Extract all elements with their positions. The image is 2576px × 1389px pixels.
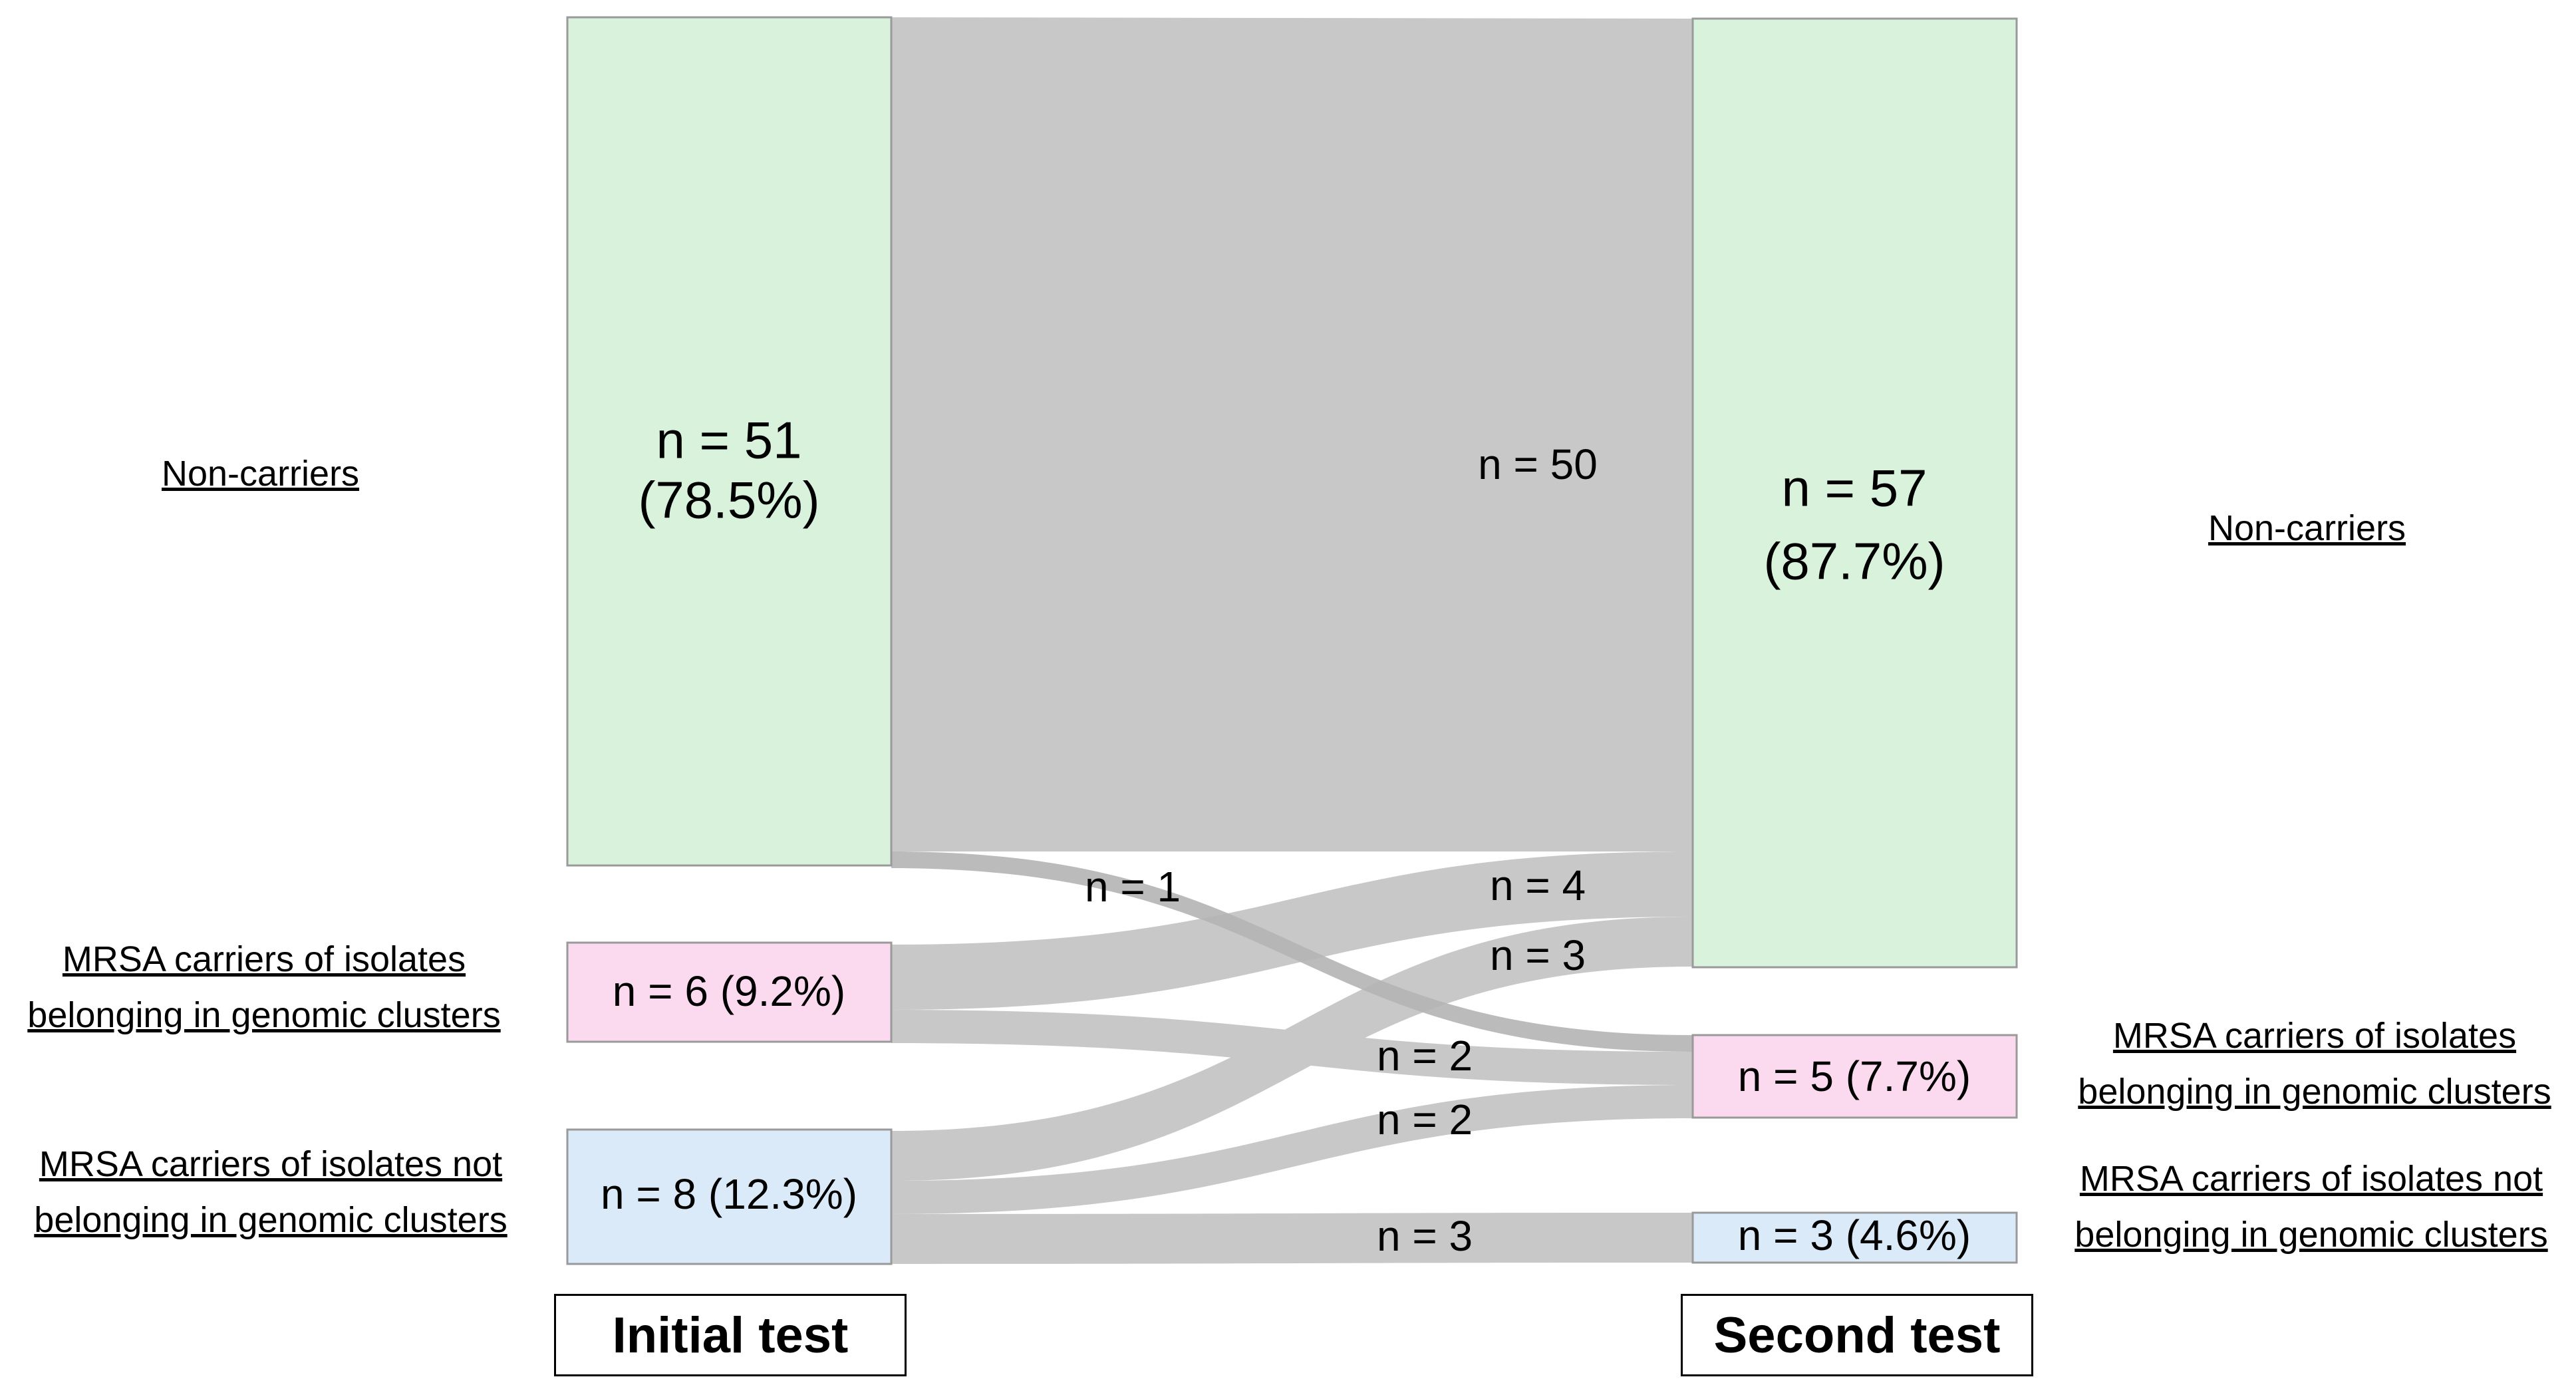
stage-initial-text: Initial test [612, 1307, 849, 1364]
right-label-cluster: MRSA carriers of isolates belonging in g… [2059, 1008, 2571, 1120]
right-non-carriers-text: Non-carriers [2208, 508, 2406, 548]
initial-cluster-count: n = 6 (9.2%) [613, 967, 845, 1015]
node-second-not-cluster [1691, 1211, 2018, 1264]
flow-cluster-to-non [891, 851, 1693, 1010]
stage-initial-test: Initial test [554, 1294, 907, 1376]
left-not-cluster-line2: belonging in genomic clusters [34, 1200, 507, 1240]
node-second-cluster [1691, 1034, 2018, 1119]
left-cluster-line1: MRSA carriers of isolates [62, 939, 466, 979]
flow-non-to-cluster [891, 851, 1693, 1052]
flow-label-non-to-non: n = 50 [1478, 440, 1598, 488]
flow-label-cluster-to-cluster: n = 2 [1377, 1032, 1473, 1080]
left-not-cluster-line1: MRSA carriers of isolates not [39, 1144, 503, 1184]
flow-label-cluster-to-non: n = 4 [1490, 861, 1586, 909]
second-non-count: n = 57 [1781, 459, 1927, 518]
stage-second-test: Second test [1681, 1294, 2033, 1376]
node-initial-non-carriers [566, 16, 893, 867]
left-label-cluster: MRSA carriers of isolates belonging in g… [8, 931, 520, 1043]
initial-non-percent: (78.5%) [638, 471, 819, 530]
flow-not-cluster-to-not-cluster [891, 1213, 1693, 1264]
flow-label-not-cluster-to-non: n = 3 [1490, 931, 1586, 979]
node-second-non-carriers [1691, 17, 2018, 969]
flow-label-not-cluster-to-not-cluster: n = 3 [1377, 1212, 1473, 1260]
initial-not-cluster-count: n = 8 (12.3%) [601, 1170, 857, 1218]
flow-labels: n = 50 n = 1 n = 4 n = 3 n = 2 n = 2 n =… [1085, 440, 1598, 1260]
left-cluster-line2: belonging in genomic clusters [27, 995, 501, 1035]
left-label-non-carriers: Non-carriers [162, 446, 359, 502]
flow-not-cluster-to-cluster [891, 1085, 1693, 1214]
left-label-not-cluster: MRSA carriers of isolates not belonging … [8, 1136, 533, 1248]
second-not-cluster-count: n = 3 (4.6%) [1738, 1211, 1971, 1259]
flow-non-to-non [891, 17, 1693, 851]
second-cluster-count: n = 5 (7.7%) [1738, 1052, 1971, 1100]
node-initial-not-cluster [566, 1128, 893, 1265]
right-label-non-carriers: Non-carriers [2208, 500, 2406, 556]
second-non-percent: (87.7%) [1763, 532, 1945, 591]
node-initial-cluster [566, 941, 893, 1043]
right-label-not-cluster: MRSA carriers of isolates not belonging … [2052, 1151, 2571, 1263]
node-labels: n = 51 (78.5%) n = 6 (9.2%) n = 8 (12.3%… [601, 411, 1971, 1259]
left-non-carriers-text: Non-carriers [162, 454, 360, 494]
nodes [566, 16, 2018, 1265]
flow-cluster-to-cluster [891, 1010, 1693, 1085]
right-not-cluster-line1: MRSA carriers of isolates not [2079, 1159, 2543, 1199]
right-cluster-line2: belonging in genomic clusters [2078, 1072, 2551, 1112]
stage-second-text: Second test [1713, 1307, 2001, 1364]
right-not-cluster-line2: belonging in genomic clusters [2075, 1215, 2548, 1255]
right-cluster-line1: MRSA carriers of isolates [2112, 1016, 2517, 1056]
initial-non-count: n = 51 [656, 411, 801, 470]
flows [891, 17, 1693, 1264]
flow-label-not-cluster-to-cluster: n = 2 [1377, 1096, 1473, 1144]
flow-label-non-to-cluster: n = 1 [1085, 863, 1181, 911]
